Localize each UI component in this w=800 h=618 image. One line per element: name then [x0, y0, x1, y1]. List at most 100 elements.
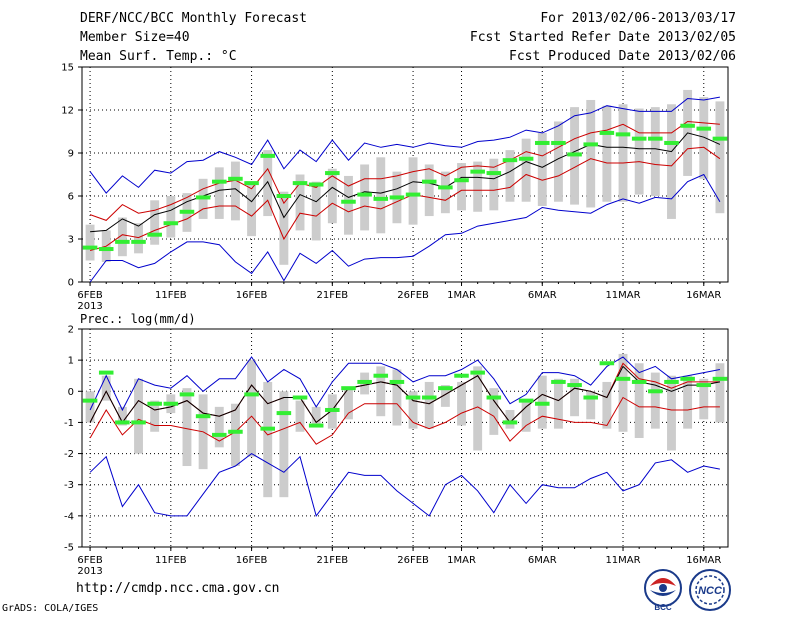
- prec-spread-box-3: [134, 378, 143, 454]
- temp-series-mean: [90, 132, 721, 233]
- prec-xtick-label-8: 16MAR: [686, 555, 721, 566]
- temp-xtick-sublabel-0: 2013: [77, 301, 102, 312]
- temp-observed-mark-3: [131, 239, 146, 244]
- temp-spread-box-17: [360, 164, 370, 231]
- prec-observed-mark-4: [147, 401, 162, 406]
- temp-spread-box-34: [634, 108, 644, 195]
- temp-spread-box-27: [521, 138, 531, 202]
- prec-observed-mark-36: [664, 379, 679, 384]
- prec-ytick-label-7: 2: [68, 325, 74, 336]
- prec-spread-box-10: [247, 360, 257, 457]
- temp-observed-mark-30: [567, 152, 582, 157]
- prec-spread-box-4: [150, 400, 160, 432]
- prec-ytick-label-5: 0: [68, 387, 74, 398]
- prec-observed-mark-37: [680, 376, 695, 381]
- temp-series-min: [89, 173, 721, 283]
- temp-xtick-label-0: 6FEB: [77, 290, 102, 301]
- prec-observed-mark-13: [292, 395, 308, 400]
- temp-observed-mark-16: [341, 199, 356, 204]
- prec-observed-mark-33: [615, 376, 631, 381]
- temp-xtick-label-5: 1MAR: [447, 290, 476, 301]
- temp-spread-box-10: [247, 181, 257, 237]
- temp-spread-box-21: [424, 164, 434, 217]
- prec-spread-box-32: [602, 381, 612, 429]
- temp-observed-mark-35: [648, 136, 663, 141]
- prec-observed-mark-38: [696, 383, 712, 388]
- prec-observed-mark-28: [535, 401, 550, 406]
- prec-spread-box-21: [424, 381, 434, 429]
- prec-xtick-label-3: 21FEB: [316, 555, 348, 566]
- temp-spread-box-5: [166, 196, 176, 238]
- temp-xtick-label-6: 6MAR: [528, 290, 557, 301]
- temp-observed-mark-39: [712, 136, 728, 141]
- temp-observed-mark-20: [405, 192, 421, 197]
- prec-ytick-label-6: 1: [68, 356, 74, 367]
- prec-spread-box-30: [570, 378, 580, 417]
- prec-spread-box-33: [618, 353, 628, 432]
- temp-spread-box-28: [537, 132, 547, 207]
- prec-observed-mark-15: [325, 407, 340, 412]
- temp-spread-box-36: [667, 104, 676, 219]
- temp-observed-mark-24: [470, 169, 485, 174]
- temp-spread-box-0: [85, 224, 95, 261]
- prec-spread-box-9: [230, 403, 240, 467]
- prec-observed-mark-20: [405, 395, 421, 400]
- grads-credit: GrADS: COLA/IGES: [2, 603, 99, 614]
- prec-spread-box-13: [295, 400, 305, 432]
- prec-observed-mark-7: [195, 414, 211, 419]
- temp-observed-mark-11: [260, 153, 275, 158]
- prec-observed-mark-32: [599, 361, 615, 366]
- prec-observed-mark-12: [276, 411, 292, 416]
- prec-ytick-label-2: -3: [64, 480, 74, 491]
- prec-observed-mark-19: [389, 379, 405, 384]
- temp-ytick-label-4: 12: [61, 106, 74, 117]
- temp-ytick-label-1: 3: [68, 235, 74, 246]
- temp-spread-box-39: [715, 101, 725, 214]
- temp-spread-box-26: [505, 150, 515, 202]
- temp-observed-mark-34: [631, 136, 647, 141]
- prec-spread-box-36: [667, 375, 676, 451]
- temp-xtick-label-1: 11FEB: [155, 290, 187, 301]
- prec-spread-box-29: [553, 378, 563, 429]
- prec-xtick-sublabel-0: 2013: [77, 566, 102, 577]
- temp-spread-box-4: [150, 200, 160, 245]
- prec-xtick-label-2: 16FEB: [236, 555, 268, 566]
- prec-xtick-label-4: 26FEB: [397, 555, 429, 566]
- temp-observed-mark-15: [325, 171, 340, 176]
- prec-observed-mark-30: [567, 383, 582, 388]
- temp-observed-mark-28: [535, 140, 550, 145]
- prec-ytick-label-1: -4: [64, 511, 74, 522]
- prec-spread-box-1: [101, 375, 111, 401]
- prec-xtick-label-6: 6MAR: [528, 555, 557, 566]
- prec-spread-box-16: [344, 388, 353, 420]
- footer-url[interactable]: http://cmdp.ncc.cma.gov.cn: [76, 581, 280, 596]
- temp-spread-box-8: [214, 167, 224, 219]
- prec-spread-box-34: [634, 363, 644, 438]
- prec-observed-mark-6: [179, 392, 195, 397]
- temp-spread-box-20: [408, 157, 418, 225]
- member-size: Member Size=40: [80, 30, 190, 45]
- temp-observed-mark-33: [615, 132, 631, 137]
- temp-observed-mark-19: [389, 195, 405, 200]
- temp-spread-box-15: [327, 168, 337, 224]
- prec-observed-mark-2: [115, 420, 130, 425]
- temp-observed-mark-6: [179, 209, 195, 214]
- temp-observed-mark-14: [308, 182, 324, 187]
- prec-spread-box-31: [586, 391, 596, 420]
- temp-ytick-label-5: 15: [61, 63, 74, 74]
- temp-observed-mark-25: [486, 171, 502, 176]
- prec-spread-box-24: [473, 366, 483, 451]
- prec-observed-mark-27: [518, 398, 534, 403]
- temp-spread-box-23: [457, 163, 466, 211]
- prec-ytick-label-4: -1: [64, 418, 74, 429]
- prec-xtick-label-5: 1MAR: [447, 555, 476, 566]
- prec-observed-mark-8: [212, 432, 227, 437]
- prec-observed-mark-3: [131, 420, 146, 425]
- temp-spread-box-18: [376, 157, 386, 234]
- temp-observed-mark-21: [421, 179, 437, 184]
- temp-spread-box-16: [344, 175, 353, 235]
- temp-ytick-label-0: 0: [68, 278, 74, 289]
- temp-series-lower: [89, 146, 721, 251]
- temp-observed-mark-18: [373, 196, 389, 201]
- temp-observed-mark-36: [664, 140, 679, 145]
